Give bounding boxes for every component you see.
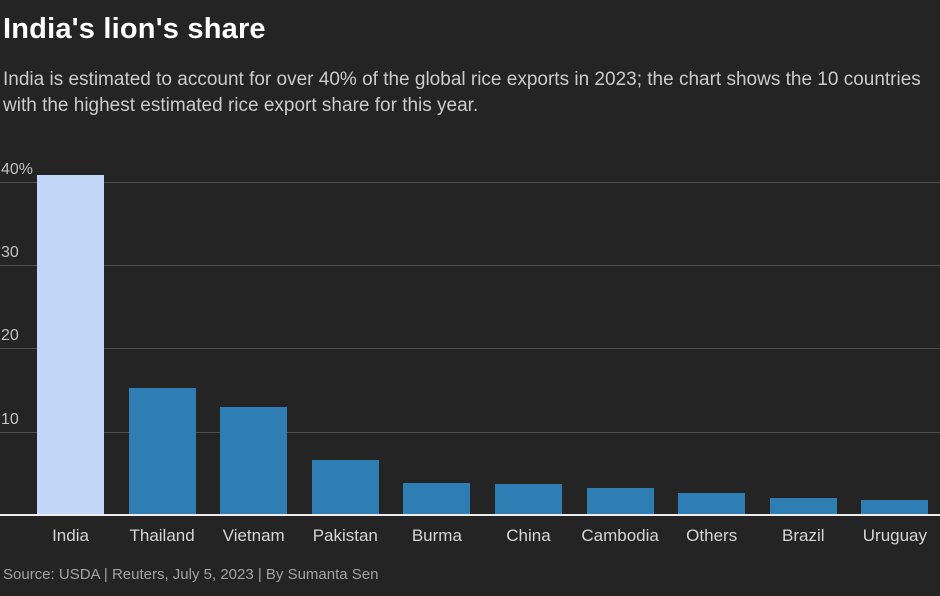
bar-china	[495, 484, 562, 515]
x-label-india: India	[52, 526, 89, 545]
y-tick-label-30: 30	[1, 244, 19, 262]
x-label-cambodia: Cambodia	[581, 526, 659, 545]
y-tick-label-40: 40%	[1, 160, 34, 178]
bar-thailand	[128, 387, 196, 515]
x-label-pakistan: Pakistan	[312, 526, 378, 545]
bar-uruguay	[861, 500, 929, 515]
gridline-20	[0, 348, 940, 350]
x-label-others: Others	[686, 526, 738, 545]
x-label-thailand: Thailand	[129, 526, 195, 545]
bar-cambodia	[586, 487, 654, 515]
bar-vietnam	[220, 406, 288, 515]
bar-others	[678, 492, 746, 515]
x-label-vietnam: Vietnam	[222, 526, 285, 545]
x-label-brazil: Brazil	[782, 526, 825, 545]
y-tick-label-10: 10	[1, 410, 19, 428]
gridline-30	[0, 265, 940, 267]
chart-subtitle: India is estimated to account for over 4…	[3, 69, 921, 116]
bar-brazil	[769, 497, 837, 515]
page-title: India's lion's share	[3, 13, 266, 45]
x-axis-baseline	[0, 514, 940, 516]
bar-india	[37, 175, 104, 515]
y-tick-label-20: 20	[1, 327, 19, 345]
x-label-china: China	[506, 526, 551, 545]
gridline-40	[0, 181, 940, 183]
bar-pakistan	[311, 460, 379, 515]
x-label-uruguay: Uruguay	[862, 526, 928, 545]
gridline-10	[0, 431, 940, 433]
source-note: Source: USDA | Reuters, July 5, 2023 | B…	[3, 566, 379, 583]
bar-burma	[403, 483, 471, 515]
x-label-burma: Burma	[411, 526, 462, 545]
